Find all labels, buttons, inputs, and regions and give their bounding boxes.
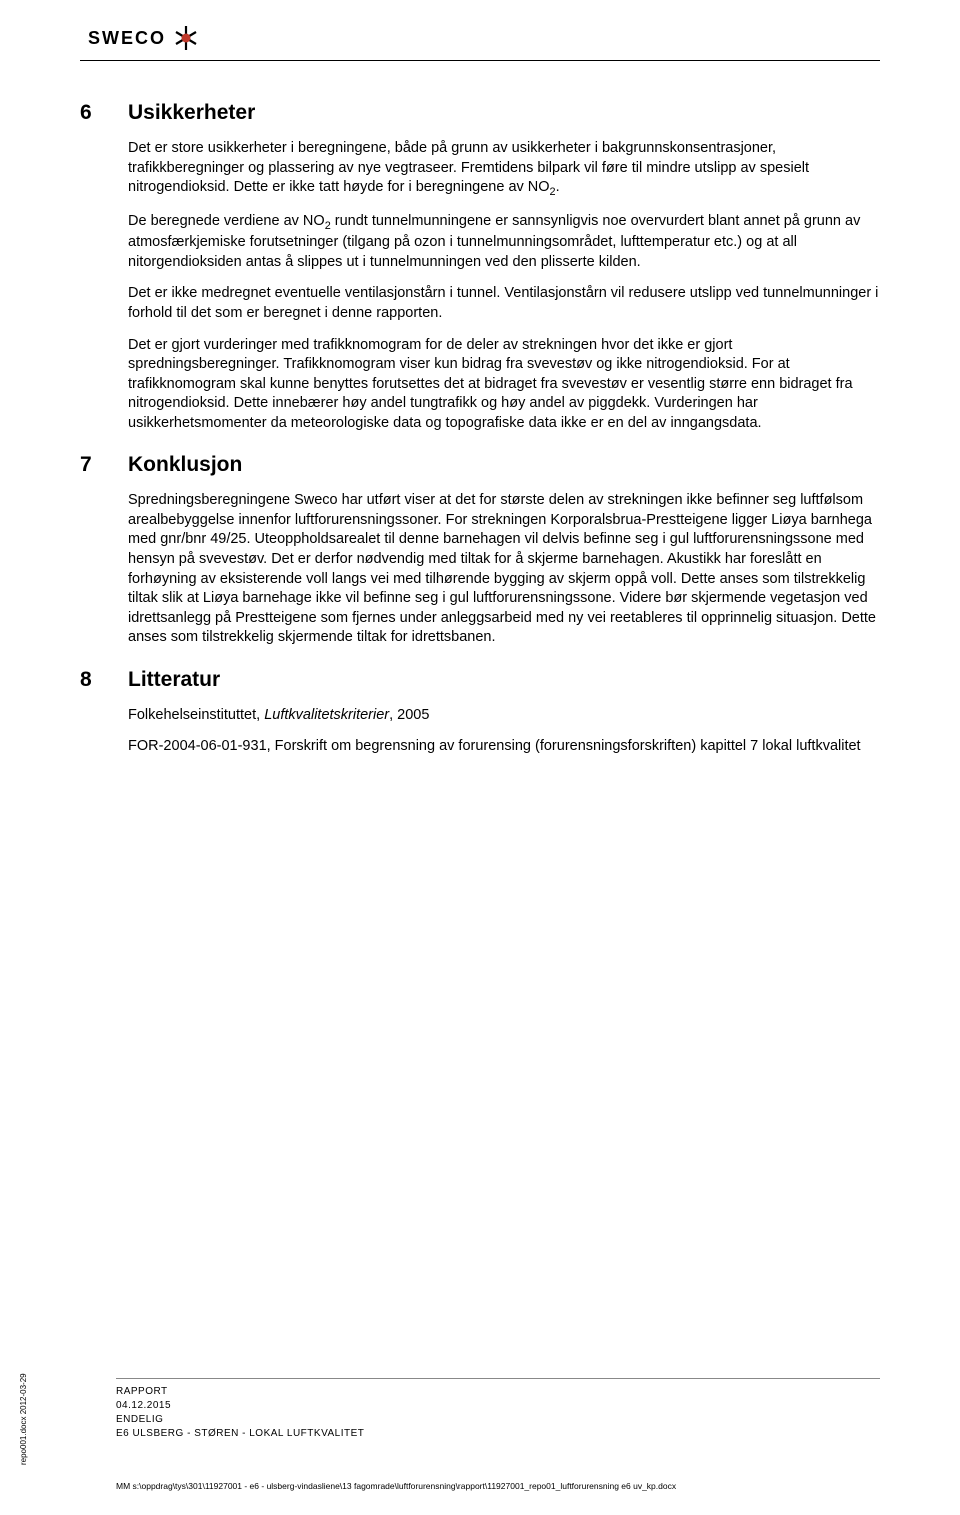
paragraph: FOR-2004-06-01-931, Forskrift om begrens… [128,737,880,757]
section: 8Litteratur Folkehelseinstituttet, Luftkv… [80,668,880,757]
section-title: Usikkerheter [128,101,880,125]
paragraph: De beregnede verdiene av NO2 rundt tunne… [128,212,880,273]
section-body: Konklusjon Spredningsberegningene Sweco h… [128,453,880,648]
header-divider [80,60,880,61]
brand-icon [172,24,200,52]
paragraph: Det er ikke medregnet eventuelle ventila… [128,284,880,323]
footer-line: RAPPORT [116,1385,880,1399]
paragraph: Det er store usikkerheter i beregningene… [128,139,880,200]
page-footer: RAPPORT04.12.2015ENDELIGE6 ULSBERG - STØ… [0,1378,960,1491]
footer-line: ENDELIG [116,1413,880,1427]
section-body: Usikkerheter Det er store usikkerheter i … [128,101,880,433]
section-number: 6 [80,101,128,433]
brand-name: SWECO [88,28,166,49]
section: 7Konklusjon Spredningsberegningene Sweco … [80,453,880,648]
section: 6Usikkerheter Det er store usikkerheter i… [80,101,880,433]
section-title: Konklusjon [128,453,880,477]
paragraph: Folkehelseinstituttet, Luftkvalitetskrit… [128,706,880,726]
section-number: 7 [80,453,128,648]
paragraph: Det er gjort vurderinger med trafikknomo… [128,336,880,434]
footer-line: 04.12.2015 [116,1399,880,1413]
footer-path: MM s:\oppdrag\tys\301\11927001 - e6 - ul… [116,1481,880,1491]
section-body: Litteratur Folkehelseinstituttet, Luftkva… [128,668,880,757]
paragraph: Spredningsberegningene Sweco har utført … [128,491,880,648]
footer-divider [116,1378,880,1379]
section-number: 8 [80,668,128,757]
footer-line: E6 ULSBERG - STØREN - LOKAL LUFTKVALITET [116,1427,880,1441]
document-header: SWECO [88,24,880,52]
section-title: Litteratur [128,668,880,692]
